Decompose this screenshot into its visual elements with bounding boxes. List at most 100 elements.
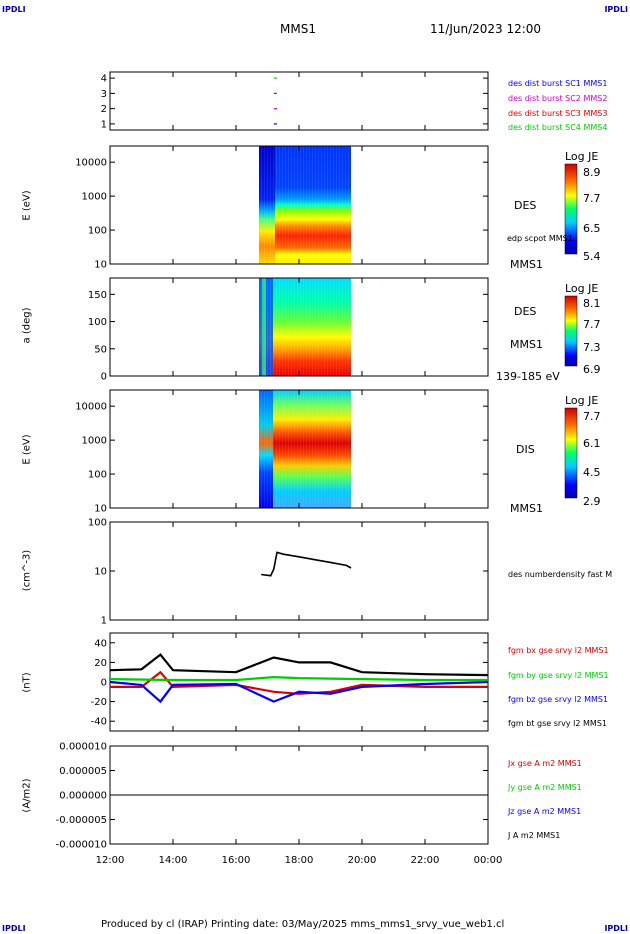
- ylabel-density: (cm^-3): [21, 549, 33, 592]
- colorbar-des-energy-tick: 5.4: [583, 250, 601, 263]
- current-y-tick-label: -0.000005: [56, 815, 107, 826]
- dis-energy-y-tick-label: 10000: [75, 402, 107, 413]
- legend-bt: fgm bt gse srvy l2 MMS1: [508, 719, 607, 728]
- side-label-mms1-c: MMS1: [510, 502, 543, 515]
- panel-dis-energy: 10000 1000 100 10: [75, 389, 489, 515]
- panel-burst-frame: [109, 71, 489, 131]
- legend-bz: fgm bz gse srvy l2 MMS1: [508, 695, 609, 704]
- colorbar-des-energy: [564, 163, 578, 255]
- panel-burst: 1 2 3 4: [101, 71, 489, 131]
- legend-density: des numberdensity fast M: [508, 570, 613, 579]
- bt-series-line: [109, 653, 489, 677]
- burst-y-tick-label: 4: [101, 74, 107, 85]
- colorbar-des-pitch-title: Log JE: [565, 282, 599, 295]
- current-y-tick-label: 0.000010: [59, 742, 107, 753]
- side-label-dis: DIS: [516, 443, 535, 456]
- colorbar-des-pitch-tick: 7.7: [583, 318, 601, 331]
- colorbar-dis-energy: [564, 407, 578, 499]
- side-label-edp-scpot: edp scpot MMS1: [507, 234, 573, 243]
- burst-y-tick-label: 1: [101, 119, 107, 130]
- des-energy-y-tick-label: 100: [88, 226, 107, 237]
- x-tick-label: 00:00: [474, 855, 503, 866]
- side-label-mms1-a: MMS1: [510, 258, 543, 271]
- legend-by: fgm by gse srvy l2 MMS1: [508, 671, 609, 680]
- legend-bx: fgm bx gse srvy l2 MMS1: [508, 646, 609, 655]
- side-label-mms1-b: MMS1: [510, 338, 543, 351]
- ylabel-dis-energy: E (eV): [21, 434, 33, 465]
- panel-des-energy: 10000 1000 100 10: [75, 145, 489, 271]
- legend-j: J A m2 MMS1: [508, 831, 561, 840]
- dis-energy-y-tick-label: 100: [88, 470, 107, 481]
- corner-tag-bottom-right: IPDLI: [604, 924, 628, 933]
- corner-tag-bottom-left: IPDLI: [2, 924, 26, 933]
- colorbar-des-energy-title: Log JE: [565, 150, 599, 163]
- burst-y-tick-label: 3: [101, 89, 107, 100]
- panel-des-pitch: 150 100 50 0: [88, 277, 489, 383]
- des-pitch-y-tick-label: 100: [88, 317, 107, 328]
- des-energy-y-tick-label: 10: [94, 260, 107, 271]
- legend-burst-sc1: des dist burst SC1 MMS1: [508, 79, 608, 88]
- current-y-tick-label: 0.000000: [59, 791, 107, 802]
- density-y-tick-label: 1: [101, 616, 107, 627]
- side-label-des: DES: [514, 199, 537, 212]
- x-tick-label: 16:00: [222, 855, 251, 866]
- des-energy-y-tick-label: 1000: [82, 192, 107, 203]
- current-y-tick-label: -0.000010: [56, 840, 107, 851]
- ylabel-des-energy: E (eV): [21, 190, 33, 221]
- panel-magnetic-field: 40 20 0 -20 -40: [91, 632, 489, 732]
- ylabel-des-pitch: a (deg): [21, 307, 33, 344]
- magnetic-field-y-tick-label: 40: [94, 638, 107, 649]
- dis-energy-y-tick-label: 1000: [82, 436, 107, 447]
- colorbar-des-energy-tick: 6.5: [583, 222, 601, 235]
- burst-y-tick-label: 2: [101, 104, 107, 115]
- des-energy-y-tick-label: 10000: [75, 158, 107, 169]
- x-tick-label: 18:00: [285, 855, 314, 866]
- des-pitch-y-tick-label: 150: [88, 290, 107, 301]
- density-y-tick-label: 10: [94, 567, 107, 578]
- colorbar-des-energy-tick: 7.7: [583, 192, 601, 205]
- legend-jz: Jz gse A m2 MMS1: [508, 807, 582, 816]
- ylabel-magnetic-field: (nT): [21, 672, 33, 693]
- des-pitch-y-tick-label: 0: [101, 372, 107, 383]
- panel-magnetic-field-frame: [109, 632, 489, 732]
- x-tick-label: 20:00: [348, 855, 377, 866]
- colorbar-dis-energy-tick: 7.7: [583, 410, 601, 423]
- colorbar-des-energy-tick: 8.9: [583, 166, 601, 179]
- des-pitch-y-tick-label: 50: [94, 344, 107, 355]
- density-series-line: [261, 551, 352, 577]
- colorbar-dis-energy-tick: 6.1: [583, 437, 601, 450]
- side-label-des-pitch: DES: [514, 305, 537, 318]
- colorbar-des-pitch-tick: 6.9: [583, 363, 601, 376]
- header-datetime: 11/Jun/2023 12:00: [430, 22, 542, 36]
- magnetic-field-y-tick-label: 0: [101, 678, 107, 689]
- bz-series-line: [109, 680, 489, 704]
- x-tick-label: 22:00: [411, 855, 440, 866]
- corner-tag-top-left: IPDLI: [2, 5, 26, 14]
- by-series-line: [109, 675, 488, 682]
- panel-current: 0.000010 0.000005 0.000000 -0.000005 -0.0000…: [56, 742, 489, 851]
- colorbar-des-pitch-tick: 7.3: [583, 341, 601, 354]
- legend-burst-sc4: des dist burst SC4 MMS4: [508, 123, 608, 132]
- magnetic-field-y-tick-label: -20: [91, 697, 107, 708]
- colorbar-dis-energy-tick: 2.9: [583, 495, 601, 508]
- colorbar-dis-energy-tick: 4.5: [583, 466, 601, 479]
- corner-tag-top-right: IPDLI: [604, 5, 628, 14]
- side-label-energy-range: 139-185 eV: [496, 370, 560, 383]
- magnetic-field-y-tick-label: -40: [91, 717, 107, 728]
- current-y-tick-label: 0.000005: [59, 766, 107, 777]
- panel-density: 100 10 1: [88, 518, 489, 627]
- panel-density-frame: [109, 521, 489, 621]
- colorbar-des-pitch-tick: 8.1: [583, 297, 601, 310]
- colorbar-des-pitch: [564, 295, 578, 367]
- ylabel-current: (A/m2): [21, 778, 33, 813]
- density-y-tick-label: 100: [88, 518, 107, 529]
- x-tick-label: 14:00: [159, 855, 188, 866]
- header-spacecraft: MMS1: [280, 22, 316, 36]
- x-tick-label: 12:00: [96, 855, 125, 866]
- footer-credit: Produced by cl (IRAP) Printing date: 03/…: [101, 919, 505, 930]
- colorbar-dis-energy-title: Log JE: [565, 394, 599, 407]
- legend-jy: Jy gse A m2 MMS1: [508, 783, 582, 792]
- legend-burst-sc3: des dist burst SC3 MMS3: [508, 109, 608, 118]
- legend-jx: Jx gse A m2 MMS1: [508, 759, 582, 768]
